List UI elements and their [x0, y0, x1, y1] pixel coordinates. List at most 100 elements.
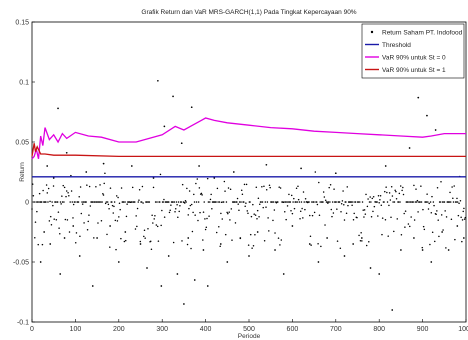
return-point — [126, 203, 128, 205]
return-point — [361, 240, 363, 242]
return-point — [94, 201, 96, 203]
return-point — [206, 217, 208, 220]
return-point — [322, 201, 324, 203]
return-point — [403, 212, 405, 215]
return-point — [345, 201, 347, 203]
return-point — [431, 231, 434, 234]
return-point — [203, 201, 205, 203]
return-point — [299, 210, 302, 212]
return-point — [60, 203, 62, 205]
return-point — [261, 201, 264, 203]
return-point — [184, 202, 186, 204]
return-point — [390, 216, 392, 218]
return-point — [366, 205, 369, 208]
return-point — [436, 210, 438, 212]
return-point — [103, 182, 105, 185]
return-point — [412, 201, 414, 203]
return-point — [167, 255, 170, 257]
return-point — [209, 198, 212, 201]
return-point — [168, 211, 171, 214]
return-point — [407, 223, 410, 225]
return-point — [221, 218, 224, 220]
return-point — [175, 201, 178, 203]
return-point — [236, 201, 238, 203]
return-point — [372, 196, 375, 198]
return-point — [180, 142, 183, 145]
y-axis-ticks: -0.1 -0.05 0 0.05 0.1 0.15 — [13, 20, 35, 327]
x-tick-label: 400 — [200, 326, 212, 333]
return-point — [193, 193, 195, 196]
return-point — [408, 201, 410, 203]
return-point — [279, 244, 281, 246]
return-point — [194, 214, 196, 216]
return-point — [278, 186, 280, 188]
return-point — [78, 195, 80, 198]
return-point — [320, 245, 322, 248]
return-point — [31, 183, 34, 185]
return-point — [153, 218, 155, 220]
return-point — [336, 240, 339, 242]
return-point — [48, 220, 51, 222]
y-axis-label: Return — [19, 162, 26, 182]
return-point — [265, 163, 268, 166]
return-point — [286, 205, 289, 207]
return-point — [174, 210, 176, 213]
return-point — [172, 241, 175, 244]
return-point — [368, 240, 370, 243]
return-point — [183, 303, 185, 305]
return-point — [423, 228, 426, 231]
return-point — [381, 217, 384, 219]
return-point — [227, 212, 229, 215]
return-point — [163, 216, 166, 218]
return-point — [174, 207, 177, 210]
return-point — [105, 201, 108, 203]
return-point — [207, 201, 210, 203]
return-point — [122, 201, 125, 203]
series-line — [31, 117, 466, 160]
return-point — [41, 243, 44, 246]
return-point — [150, 248, 153, 251]
return-point — [237, 203, 239, 205]
return-point — [215, 231, 218, 234]
return-point — [395, 190, 397, 193]
return-point — [308, 201, 310, 203]
return-point — [80, 212, 83, 215]
return-point — [155, 224, 158, 226]
return-point — [107, 203, 110, 206]
return-point — [147, 228, 149, 230]
return-point — [360, 232, 362, 234]
return-point — [451, 186, 453, 188]
return-point — [290, 194, 293, 197]
return-point — [102, 194, 105, 196]
return-point — [432, 201, 435, 203]
return-point — [62, 184, 64, 187]
return-point — [370, 201, 372, 203]
return-point — [359, 201, 361, 203]
return-point — [413, 184, 415, 187]
return-point — [52, 185, 55, 187]
return-point — [456, 197, 458, 200]
return-point — [36, 201, 39, 203]
return-point — [389, 199, 392, 201]
return-point — [441, 201, 444, 203]
return-point — [109, 246, 111, 248]
return-point — [34, 221, 37, 223]
return-point — [186, 243, 189, 246]
return-point — [162, 201, 164, 203]
x-tick-label: 0 — [30, 326, 34, 333]
return-point — [427, 208, 430, 210]
return-point — [329, 201, 331, 203]
return-point — [402, 186, 404, 189]
return-point — [39, 261, 42, 263]
return-point — [263, 185, 265, 188]
return-point — [459, 200, 462, 202]
return-point — [364, 213, 367, 215]
return-point — [273, 209, 276, 211]
return-point — [61, 195, 63, 197]
return-point — [72, 225, 75, 227]
return-point — [413, 237, 415, 239]
return-point — [363, 209, 366, 211]
return-point — [195, 201, 198, 203]
return-point — [185, 201, 187, 203]
return-point — [59, 233, 61, 235]
